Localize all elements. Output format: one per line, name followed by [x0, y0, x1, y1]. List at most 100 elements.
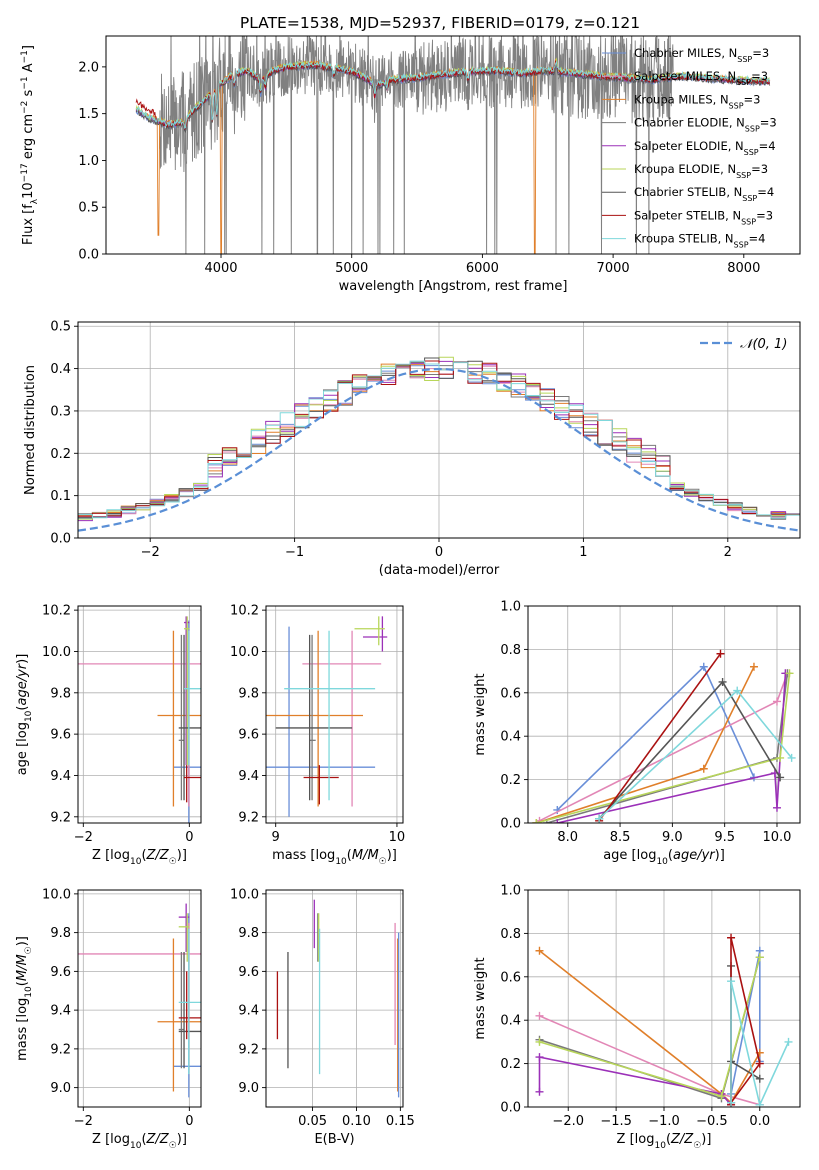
- x-axis-label-part: ☉: [379, 857, 387, 867]
- x-axis-label-part: )]: [701, 1132, 711, 1147]
- x-tick-label: 7000: [597, 261, 630, 276]
- weight-marker-sS: [716, 649, 725, 658]
- weight-marker-kE: [776, 753, 785, 762]
- y-axis-label: age [log10(age/yr)]: [15, 654, 34, 776]
- weight-marker-kS: [595, 814, 604, 823]
- y-tick-label: 0.6: [500, 970, 521, 985]
- plot-area: [78, 903, 201, 1098]
- y-tick-label: 9.2: [50, 1042, 71, 1057]
- y-tick-label: 1.0: [500, 884, 521, 899]
- y-axis-label: Flux [fλ10−17 erg cm−2 s−1 A−1]: [20, 45, 40, 245]
- axes-frame: [77, 889, 202, 1108]
- y-axis-label-part: erg cm: [21, 114, 36, 163]
- weight-line-sM: [539, 1015, 761, 1106]
- y-axis-label-part: mass weight: [473, 673, 488, 755]
- legend-entry: Chabrier ELODIE, NSSP=3: [634, 116, 777, 134]
- panel-mass_vs_Z: −2 09.09.29.49.69.810.0Z [log10(Z/Z☉)]mas…: [15, 887, 202, 1151]
- x-axis-label-part: Z [log: [92, 1132, 130, 1147]
- weight-series-sE: [553, 669, 790, 823]
- legend-entry-tail: =3: [751, 162, 768, 176]
- weight-series-kS: [595, 686, 796, 823]
- panel-age_vs_Z: −2 09.29.49.69.810.010.2Z [log10(Z/Z☉)]ag…: [15, 604, 202, 867]
- x-axis-label-part: age [log: [603, 848, 656, 863]
- errorbar-kM: [157, 938, 201, 1092]
- y-tick-label: 0.6: [500, 686, 521, 701]
- legend-entry-tail: =3: [752, 46, 769, 60]
- x-axis-label: Z [log10(Z/Z☉)]: [92, 1132, 187, 1151]
- x-axis-label-part: (: [141, 1132, 146, 1147]
- errorbar-sS: [303, 765, 339, 805]
- grid-lines: [78, 606, 201, 823]
- errorbar-sS: [178, 971, 201, 1040]
- histogram-kS: [78, 360, 800, 519]
- weight-series-cM: [727, 946, 764, 1098]
- x-axis-label: Z [log10(Z/Z☉)]: [92, 848, 187, 867]
- legend-entry: Salpeter MILES, NSSP=3: [634, 69, 768, 87]
- legend-entry-sub: SSP: [742, 194, 757, 203]
- weight-marker-kS: [733, 686, 742, 695]
- y-tick-label: 0.0: [500, 1101, 521, 1116]
- panel-weight_vs_age: 8.0 8.5 9.0 9.5 10.0 0.0 0.2 0.4 0.6 0.8 1.0 age [l…: [473, 600, 801, 867]
- legend-entry: Chabrier STELIB, NSSP=4: [634, 185, 774, 203]
- x-axis-label-part: )]: [177, 1132, 187, 1147]
- y-tick-label: 10.0: [42, 645, 71, 660]
- panel-weight_vs_Z: −2.0 −1.5 −1.0 −0.5 0.0 0.0 0.2 0.4 0.6 0.8 1.0 Z […: [473, 884, 801, 1151]
- panel-residuals: −2 −1 0 1 2 0.0 0.1 0.2 0.3 0.4 0.5 (data-model)/er…: [23, 320, 801, 578]
- x-axis-label: mass [log10(M/M☉)]: [272, 848, 397, 867]
- x-axis-label-part: E(B-V): [314, 1132, 354, 1147]
- x-tick-label: 9.5: [714, 830, 735, 845]
- y-axis-label-part: A: [21, 63, 36, 76]
- x-axis-label-part: )]: [387, 848, 397, 863]
- x-tick-label: 0.15: [386, 1114, 415, 1129]
- y-axis-label-part: 10: [24, 986, 34, 998]
- y-axis-label-part: )]: [15, 654, 30, 664]
- x-tick-label: −1.5: [600, 1114, 632, 1129]
- y-axis-label-part: ☉: [24, 946, 34, 954]
- x-tick-label: 0: [185, 1114, 193, 1129]
- errorbar-sM: [78, 630, 201, 807]
- x-axis-label-part: mass [log: [272, 848, 335, 863]
- y-tick-label: 0.0: [78, 248, 99, 263]
- x-tick-label: 10.0: [763, 830, 792, 845]
- y-tick-label: 0.4: [500, 1014, 521, 1029]
- y-tick-label: 9.8: [238, 686, 259, 701]
- legend-entry-sub: SSP: [729, 101, 744, 110]
- x-axis-label-part: Z [log: [92, 848, 130, 863]
- legend-entry: Chabrier MILES, NSSP=3: [634, 46, 769, 64]
- legend-entry-tail: =4: [757, 185, 774, 199]
- y-tick-label: 0.4: [500, 730, 521, 745]
- y-tick-label: 9.2: [238, 1042, 259, 1057]
- errorbar-kS: [178, 928, 201, 1075]
- legend-entry-tail: =4: [749, 232, 766, 246]
- x-tick-label: −1: [285, 545, 304, 560]
- legend-entry-normal: 𝒩(0, 1): [740, 337, 787, 352]
- y-tick-label: 10.0: [230, 645, 259, 660]
- weight-marker-sM: [772, 697, 781, 706]
- x-tick-label: 2: [724, 545, 732, 560]
- x-axis-label-part: wavelength [Angstrom, rest frame]: [339, 279, 568, 294]
- legend-entry-tail: =4: [759, 139, 776, 153]
- legend-entry-label: Salpeter STELIB, N: [634, 208, 741, 222]
- model-line-kM: [135, 58, 771, 254]
- y-tick-label: 9.6: [238, 965, 259, 980]
- weight-marker-cS: [718, 677, 727, 686]
- legend-entry-label: Chabrier ELODIE, N: [634, 116, 745, 130]
- axes-frame: [77, 605, 202, 824]
- x-axis-label-part: ☉: [693, 1141, 701, 1151]
- y-tick-label: 0.5: [50, 320, 71, 335]
- errorbar-kE: [178, 913, 190, 962]
- x-tick-label: 9.0: [662, 830, 683, 845]
- weight-marker-kM: [535, 946, 544, 955]
- legend-entry-sub: SSP: [737, 55, 752, 64]
- weight-line-kS: [730, 980, 790, 1107]
- y-axis-label-part: λ: [30, 198, 40, 204]
- y-axis-label-part: M/M: [15, 954, 30, 981]
- y-axis-label-part: Flux [f: [21, 204, 36, 245]
- y-axis-label-part: (: [15, 981, 30, 986]
- errorbar-cS: [178, 634, 201, 801]
- errorbar-sM: [78, 922, 201, 1040]
- legend-entry: Salpeter ELODIE, NSSP=4: [634, 139, 776, 157]
- legend-entry-label: Kroupa ELODIE, N: [634, 162, 736, 176]
- weight-marker-kS: [755, 1100, 764, 1107]
- y-tick-label: 10.0: [230, 887, 259, 902]
